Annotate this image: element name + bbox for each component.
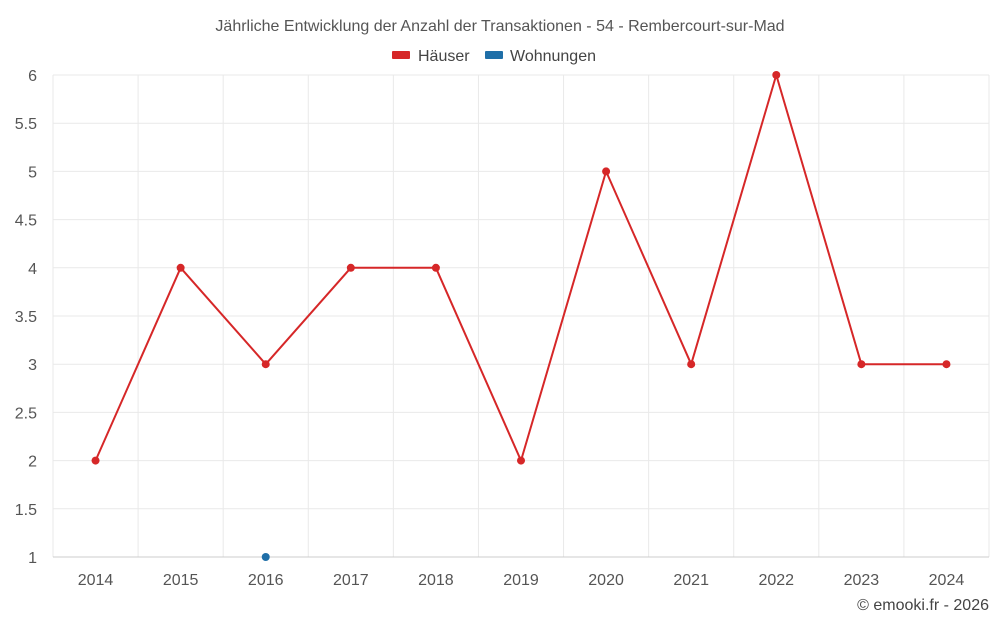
x-tick-label: 2018	[418, 572, 454, 589]
data-point-series-0[interactable]	[91, 456, 100, 465]
data-point-series-0[interactable]	[602, 167, 611, 176]
legend-label-haeuser[interactable]: Häuser	[418, 48, 470, 65]
series-layer	[91, 71, 951, 561]
x-axis-ticks: 2014 2015 2016 2017 2018 2019 2020 2021 2022 2023…	[78, 572, 965, 589]
grid	[52, 74, 990, 557]
y-tick-label: 2	[28, 454, 37, 471]
x-tick-label: 2019	[503, 572, 539, 589]
x-tick-label: 2023	[844, 572, 880, 589]
y-tick-label: 3	[28, 357, 37, 374]
y-tick-label: 1	[28, 550, 37, 567]
y-axis-ticks: 1 1.5 2 2.5 3 3.5 4 4.5 5 5.5 6	[15, 68, 37, 567]
x-tick-label: 2014	[78, 572, 114, 589]
data-point-series-1[interactable]	[261, 553, 270, 561]
data-point-series-0[interactable]	[517, 456, 525, 465]
y-tick-label: 5	[28, 164, 37, 181]
x-tick-label: 2022	[758, 572, 794, 589]
x-tick-label: 2024	[929, 572, 965, 589]
data-point-series-0[interactable]	[687, 360, 696, 369]
y-tick-label: 6	[28, 68, 37, 85]
credit-text: © emooki.fr - 2026	[857, 597, 989, 614]
y-tick-label: 2.5	[15, 405, 37, 422]
y-tick-label: 5.5	[15, 116, 37, 133]
data-point-series-0[interactable]	[772, 71, 781, 79]
x-tick-label: 2021	[673, 572, 709, 589]
x-tick-label: 2020	[588, 572, 624, 589]
data-point-series-0[interactable]	[261, 360, 270, 369]
legend-item-wohnungen[interactable]: Wohnungen	[485, 48, 596, 65]
legend-swatch-wohnungen	[485, 51, 503, 59]
data-point-series-0[interactable]	[431, 263, 440, 272]
legend-swatch-haeuser	[392, 51, 410, 59]
data-point-series-0[interactable]	[176, 263, 185, 272]
data-point-series-0[interactable]	[942, 360, 951, 369]
y-tick-label: 1.5	[15, 502, 37, 519]
legend-item-haeuser[interactable]: Häuser	[392, 48, 470, 65]
x-tick-label: 2016	[248, 572, 284, 589]
x-tick-label: 2017	[333, 572, 369, 589]
data-point-series-0[interactable]	[857, 360, 866, 369]
y-tick-label: 3.5	[15, 309, 37, 326]
chart-title: Jährliche Entwicklung der Anzahl der Tra…	[215, 18, 784, 35]
y-tick-label: 4	[28, 261, 37, 278]
legend-label-wohnungen[interactable]: Wohnungen	[510, 48, 596, 65]
y-tick-label: 4.5	[15, 213, 37, 230]
legend: Häuser Wohnungen	[392, 48, 596, 65]
x-tick-label: 2015	[163, 572, 199, 589]
data-point-series-0[interactable]	[346, 263, 355, 272]
